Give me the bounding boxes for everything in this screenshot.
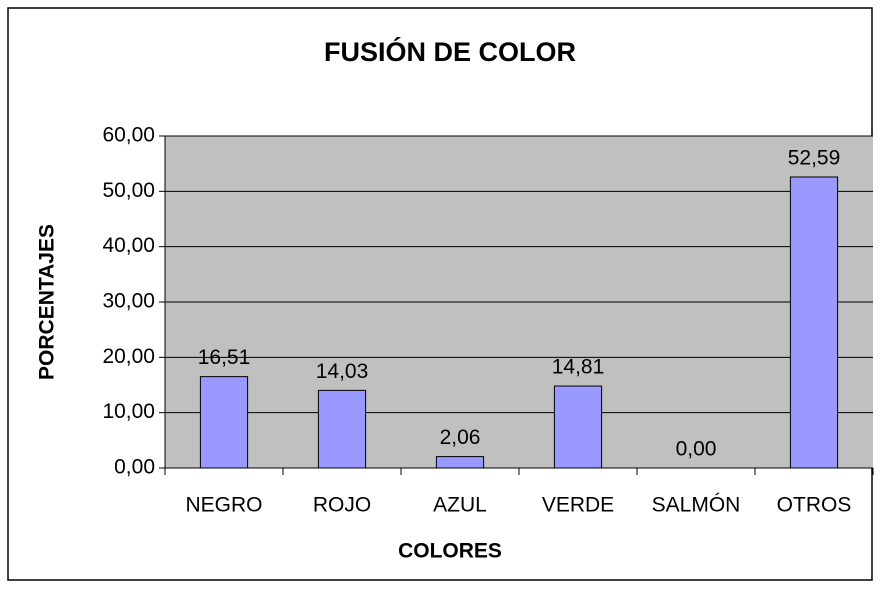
- data-label: 14,03: [316, 360, 369, 383]
- data-label: 52,59: [788, 147, 841, 170]
- x-tick-label: OTROS: [777, 494, 852, 517]
- y-axis-label: PORCENTAJES: [36, 224, 59, 380]
- y-tick-label: 40,00: [102, 234, 155, 257]
- data-label: 16,51: [198, 346, 251, 369]
- y-tick-label: 10,00: [102, 400, 155, 423]
- y-tick-label: 50,00: [102, 179, 155, 202]
- data-label: 14,81: [552, 356, 605, 379]
- y-tick-label: 60,00: [102, 124, 155, 147]
- data-label: 0,00: [676, 438, 717, 461]
- x-tick-label: NEGRO: [185, 494, 262, 517]
- chart-title: FUSIÓN DE COLOR: [324, 36, 576, 67]
- bar: [553, 385, 603, 469]
- x-axis-label: COLORES: [398, 540, 502, 563]
- y-tick-label: 0,00: [114, 456, 155, 479]
- bar: [789, 176, 839, 469]
- x-tick-label: SALMÓN: [652, 494, 741, 517]
- bar: [317, 389, 367, 469]
- x-tick-label: AZUL: [433, 494, 487, 517]
- bar: [199, 376, 249, 469]
- bar: [435, 456, 485, 469]
- data-label: 2,06: [440, 426, 481, 449]
- x-tick-label: ROJO: [313, 494, 371, 517]
- y-tick-label: 30,00: [102, 290, 155, 313]
- y-tick-label: 20,00: [102, 345, 155, 368]
- x-tick-label: VERDE: [542, 494, 614, 517]
